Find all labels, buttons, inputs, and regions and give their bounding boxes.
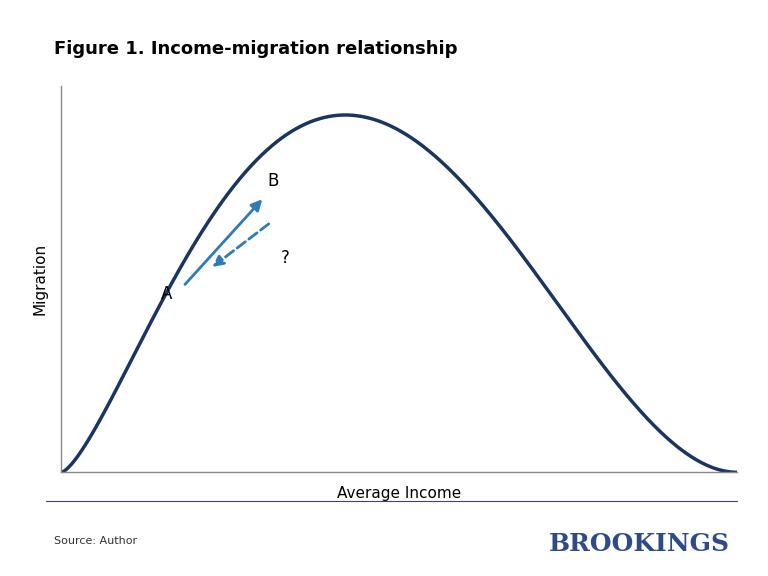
X-axis label: Average Income: Average Income bbox=[337, 486, 462, 501]
Text: Source: Author: Source: Author bbox=[54, 536, 137, 547]
Text: A: A bbox=[161, 285, 172, 302]
Text: ?: ? bbox=[281, 249, 290, 267]
Text: B: B bbox=[267, 172, 279, 190]
Text: Figure 1. Income-migration relationship: Figure 1. Income-migration relationship bbox=[54, 40, 457, 58]
Text: BROOKINGS: BROOKINGS bbox=[548, 532, 730, 556]
Y-axis label: Migration: Migration bbox=[32, 243, 48, 316]
